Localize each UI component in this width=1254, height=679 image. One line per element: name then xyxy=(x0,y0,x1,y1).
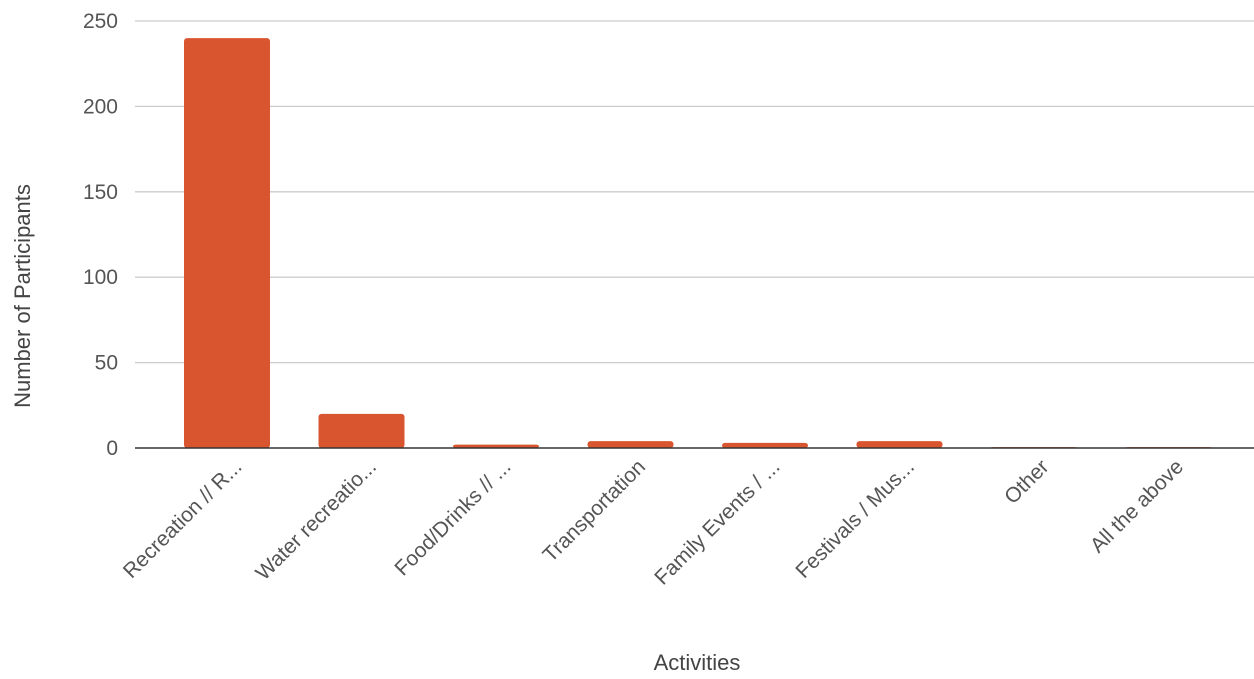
y-tick-label: 150 xyxy=(83,181,118,204)
y-axis-title: Number of Participants xyxy=(10,184,35,408)
gridlines xyxy=(135,20,1254,364)
bar xyxy=(318,413,405,448)
x-tick-label: Other xyxy=(1000,455,1053,508)
y-tick-label: 0 xyxy=(106,437,118,460)
x-tick-label: Recreation // R... xyxy=(119,455,247,583)
x-tick-label: All the above xyxy=(1086,455,1188,557)
bar xyxy=(722,442,808,448)
y-tick-label: 50 xyxy=(95,352,118,375)
bars xyxy=(184,38,1212,448)
x-axis-title: Activities xyxy=(654,650,741,675)
y-tick-label: 200 xyxy=(83,95,118,118)
y-tick-label: 100 xyxy=(83,266,118,289)
x-tick-label: Transportation xyxy=(539,455,650,566)
x-tick-label: Water recreatio... xyxy=(251,455,381,585)
y-axis-ticks: 0 50 100 150 200 250 xyxy=(83,10,118,460)
x-tick-label: Food/Drinks // ... xyxy=(390,455,515,580)
bar xyxy=(587,441,674,448)
x-axis-ticks: Recreation // R... Water recreatio... Food… xyxy=(119,455,1188,589)
x-tick-label: Family Events / ... xyxy=(650,455,784,589)
bar xyxy=(184,38,270,448)
bar xyxy=(856,441,943,448)
x-tick-label: Festivals / Mus... xyxy=(791,455,919,583)
bar xyxy=(453,444,539,448)
y-tick-label: 250 xyxy=(83,10,118,33)
